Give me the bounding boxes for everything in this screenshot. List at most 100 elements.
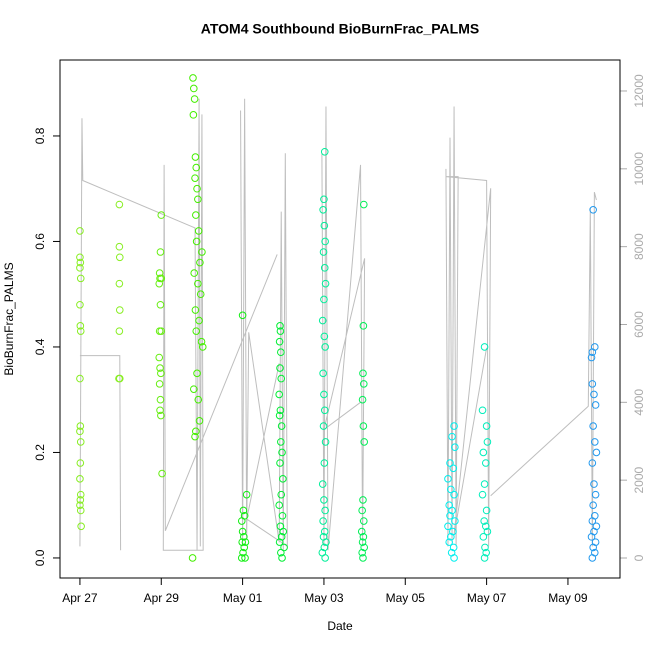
point (76, 490, 85, 499)
point (237, 517, 246, 525)
point (479, 533, 488, 541)
point (277, 374, 286, 383)
point (76, 438, 85, 446)
point (192, 327, 201, 335)
point (115, 306, 124, 314)
y-tick-label: 0.6 (33, 233, 47, 250)
point (320, 543, 329, 552)
point (193, 369, 201, 378)
point (190, 95, 199, 103)
y2-tick-label: 4000 (632, 389, 646, 416)
point (589, 543, 597, 552)
chart-title: ATOM4 Southbound BioBurnFrac_PALMS (201, 21, 479, 37)
point (360, 438, 368, 446)
point (359, 369, 367, 378)
point (115, 374, 124, 383)
point (241, 538, 250, 546)
point (588, 459, 597, 467)
point (76, 327, 85, 335)
point (156, 406, 164, 415)
x-tick-label: Apr 27 (62, 591, 98, 605)
point (194, 279, 202, 288)
point (358, 395, 367, 404)
point (76, 506, 85, 515)
point (446, 459, 454, 467)
point (194, 195, 202, 204)
point (191, 306, 200, 314)
point (359, 533, 368, 541)
point (156, 300, 165, 309)
point (76, 475, 84, 483)
y-tick-label: 0.0 (33, 549, 47, 566)
point (193, 184, 201, 193)
point (481, 459, 490, 467)
point (320, 496, 328, 504)
point (322, 538, 330, 546)
point (481, 522, 490, 531)
point (189, 385, 198, 393)
point (359, 380, 368, 388)
point (478, 406, 487, 415)
point (359, 554, 367, 562)
point (444, 475, 452, 483)
point (115, 327, 124, 335)
point (158, 469, 166, 478)
point (76, 422, 85, 430)
point (320, 221, 329, 230)
point (319, 248, 328, 256)
point (275, 411, 284, 420)
point (320, 295, 328, 304)
point (277, 348, 285, 357)
point (276, 406, 285, 415)
point (588, 554, 597, 562)
point (447, 533, 455, 541)
point (237, 554, 246, 562)
point (590, 390, 598, 399)
point (587, 533, 596, 541)
point (483, 527, 492, 536)
point (319, 422, 328, 430)
point (194, 227, 203, 235)
point (189, 111, 198, 119)
point (588, 380, 597, 388)
point (277, 533, 286, 541)
point (478, 490, 487, 499)
point (276, 364, 284, 372)
altitude-line (79, 98, 597, 551)
point (115, 242, 124, 251)
point (157, 274, 166, 283)
point (76, 264, 84, 272)
point (198, 248, 206, 256)
point (191, 153, 200, 161)
point (450, 490, 458, 499)
point (155, 279, 164, 288)
point (238, 311, 247, 320)
point (157, 411, 165, 420)
point (320, 332, 329, 341)
point (444, 522, 452, 531)
point (76, 300, 84, 309)
x-tick-label: May 05 (386, 591, 426, 605)
point (76, 258, 85, 267)
point (276, 327, 285, 335)
point (155, 269, 164, 277)
point (482, 506, 491, 515)
point (189, 74, 197, 82)
y2-tick-label: 10000 (632, 152, 646, 186)
point (198, 343, 207, 351)
y-tick-label: 0.2 (33, 444, 47, 461)
point (277, 438, 285, 446)
point (590, 438, 599, 446)
point (156, 395, 165, 404)
point (320, 264, 329, 272)
y-tick-label: 0.8 (33, 127, 47, 144)
y2-tick-label: 2000 (632, 466, 646, 493)
point (155, 353, 164, 362)
point (451, 517, 459, 525)
point (192, 211, 200, 219)
point (449, 527, 457, 536)
point (76, 374, 84, 383)
point (321, 279, 330, 288)
point (479, 448, 488, 457)
